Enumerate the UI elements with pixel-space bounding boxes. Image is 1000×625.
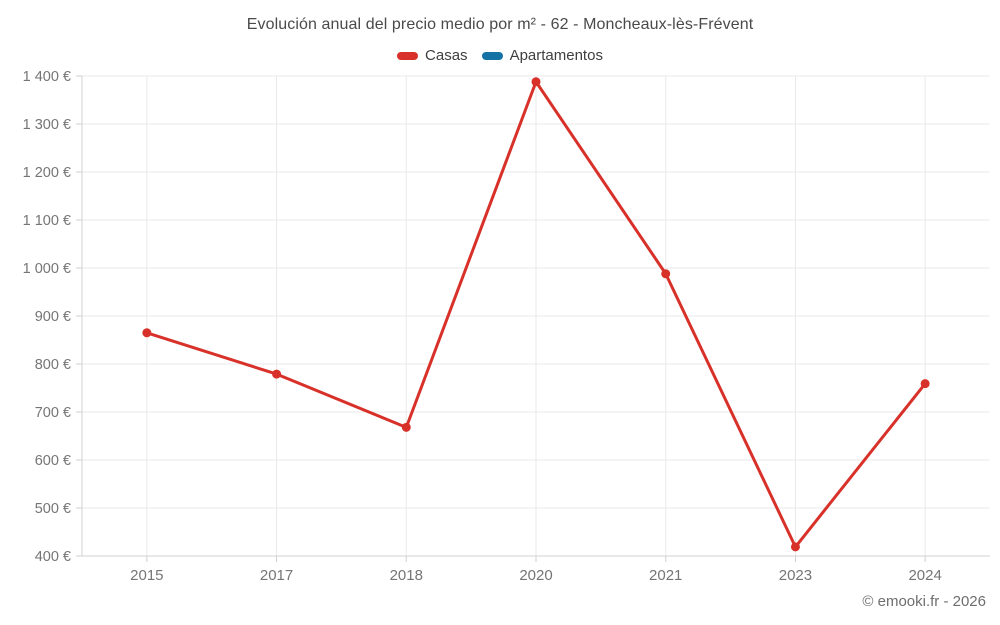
legend-item-casas[interactable]: Casas — [397, 47, 468, 64]
y-axis-label: 1 400 € — [23, 69, 71, 85]
legend-label-casas: Casas — [425, 47, 468, 64]
casas-data-point-2024[interactable] — [920, 379, 930, 389]
y-axis-label: 1 000 € — [23, 261, 71, 277]
legend-label-apartamentos: Apartamentos — [509, 47, 603, 64]
y-axis-label: 500 € — [35, 501, 71, 517]
copyright-footer: © emooki.fr - 2026 — [862, 593, 986, 610]
x-axis-label: 2017 — [260, 567, 293, 584]
x-axis-label: 2023 — [779, 567, 812, 584]
casas-series-swatch-icon — [397, 51, 419, 60]
casas-data-point-2020[interactable] — [531, 77, 541, 87]
legend-item-apartamentos[interactable]: Apartamentos — [481, 47, 603, 64]
y-axis-label: 1 100 € — [23, 213, 71, 229]
chart-legend: Casas Apartamentos — [0, 47, 1000, 64]
y-axis-label: 800 € — [35, 357, 71, 373]
x-axis-label: 2020 — [519, 567, 552, 584]
casas-data-point-2021[interactable] — [661, 269, 671, 279]
y-axis-label: 900 € — [35, 309, 71, 325]
y-axis-label: 1 300 € — [23, 117, 71, 133]
y-axis-label: 400 € — [35, 549, 71, 565]
apartamentos-series-swatch-icon — [481, 51, 503, 60]
x-axis-label: 2018 — [390, 567, 423, 584]
casas-data-point-2018[interactable] — [401, 422, 411, 432]
casas-data-point-2017[interactable] — [272, 369, 282, 379]
x-axis-label: 2024 — [908, 567, 941, 584]
x-axis-label: 2015 — [130, 567, 163, 584]
casas-data-point-2015[interactable] — [142, 328, 152, 338]
y-axis-label: 700 € — [35, 405, 71, 421]
chart-title: Evolución anual del precio medio por m² … — [246, 16, 754, 33]
y-axis-label: 600 € — [35, 453, 71, 469]
y-axis-label: 1 200 € — [23, 165, 71, 181]
casas-data-point-2023[interactable] — [790, 542, 800, 552]
x-axis-label: 2021 — [649, 567, 682, 584]
